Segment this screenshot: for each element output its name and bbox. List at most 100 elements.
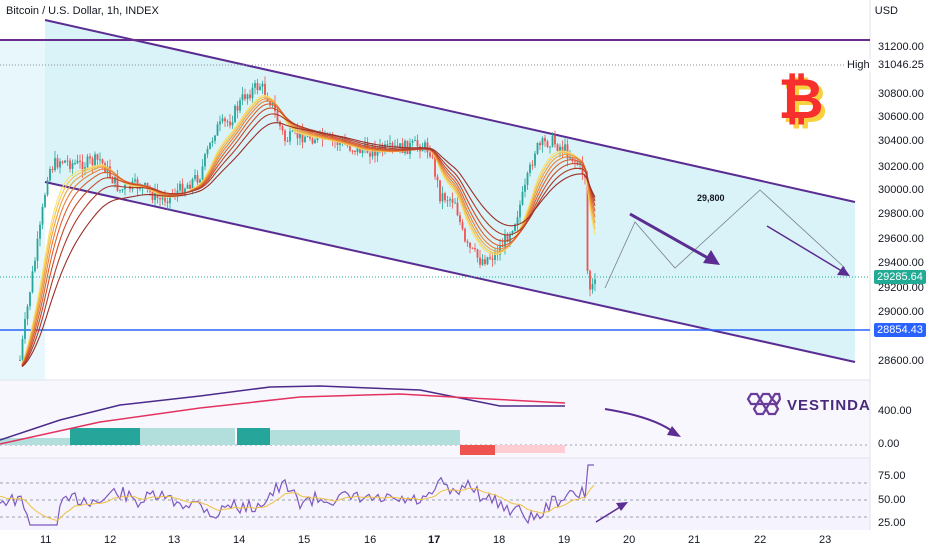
price-tick: 30800.00	[878, 88, 924, 100]
candle-body	[421, 148, 424, 152]
candle-body	[404, 140, 406, 154]
candle-body	[531, 164, 534, 166]
candle-body	[91, 158, 94, 166]
candle-body	[426, 142, 429, 153]
ema-line	[21, 113, 596, 367]
candle-body	[539, 143, 541, 146]
candle-body	[116, 176, 119, 191]
price-tick: 30400.00	[878, 135, 924, 147]
candle-body	[96, 154, 99, 160]
macd-indicator[interactable]	[0, 385, 870, 455]
candle-body	[89, 156, 91, 159]
support-price-tag: 28854.43	[874, 323, 926, 337]
channel-lower-line[interactable]	[44, 181, 856, 363]
candle-body	[454, 202, 456, 204]
candle-body	[541, 138, 544, 146]
time-tick: 19	[558, 534, 571, 546]
candle-body	[529, 164, 531, 174]
candle-body	[314, 140, 316, 144]
candle-body	[284, 130, 286, 141]
macd-pane[interactable]	[0, 380, 870, 458]
brand-name: VESTINDA	[787, 396, 871, 414]
candle-body	[494, 252, 496, 260]
time-tick: 15	[298, 534, 311, 546]
ema-line	[21, 100, 596, 366]
candle-body	[534, 153, 536, 166]
candle-body	[386, 144, 389, 146]
candle-body	[274, 103, 276, 112]
channel-upper-line[interactable]	[44, 19, 856, 203]
symbol-title[interactable]: Bitcoin / U.S. Dollar, 1h, INDEX	[6, 5, 159, 17]
candle-body	[219, 121, 221, 125]
candle-body	[216, 124, 219, 136]
rsi-pane[interactable]	[0, 458, 870, 530]
candle-body	[291, 130, 294, 132]
price-tick: 30600.00	[878, 111, 924, 123]
candle-body	[179, 183, 181, 191]
candle-body	[359, 146, 361, 154]
candle-body	[489, 257, 491, 259]
candle-body	[524, 184, 526, 192]
candle-body	[86, 156, 89, 168]
candle-body	[241, 94, 244, 101]
candle-body	[401, 143, 404, 154]
candle-body	[546, 141, 549, 147]
target-label: 29,800	[697, 193, 725, 203]
candle-body	[544, 138, 546, 142]
candle-body	[206, 149, 209, 155]
candle-body	[471, 247, 474, 249]
candle-body	[449, 199, 451, 201]
candle-body	[431, 156, 434, 158]
candle-body	[119, 189, 121, 191]
candle-body	[251, 87, 254, 99]
candle-body	[444, 193, 446, 201]
time-tick: 23	[819, 534, 832, 546]
candle-body	[34, 260, 36, 272]
candle-body	[249, 94, 251, 99]
rsi-tick: 75.00	[878, 470, 906, 482]
candle-body	[511, 230, 514, 235]
candle-body	[429, 152, 431, 157]
macd-tick: 400.00	[878, 405, 912, 417]
candle-body	[269, 101, 271, 106]
candle-body	[561, 146, 564, 153]
candle-body	[64, 160, 66, 163]
candle-body	[559, 146, 561, 151]
candle-body	[196, 175, 199, 183]
candle-body	[69, 160, 71, 169]
ema-line	[21, 103, 596, 366]
candle-body	[579, 162, 581, 165]
currency-label: USD	[874, 5, 898, 17]
candle-body	[391, 143, 394, 147]
candle-body	[279, 121, 281, 127]
candle-body	[221, 118, 224, 122]
rsi-indicator[interactable]	[0, 464, 870, 526]
candle-body	[151, 191, 154, 201]
candle-body	[591, 283, 594, 290]
high-label: High	[845, 59, 872, 71]
brand-watermark: VESTINDA	[745, 391, 871, 419]
candle-body	[371, 146, 374, 157]
candle-body	[99, 159, 101, 161]
candle-body	[569, 157, 571, 159]
time-tick: 11	[40, 534, 52, 546]
candle-body	[36, 238, 39, 261]
candle-body	[476, 249, 479, 258]
candle-body	[231, 122, 234, 126]
candle-body	[276, 111, 279, 122]
candle-body	[256, 83, 259, 91]
candle-body	[349, 145, 351, 151]
bearish-arrow-2	[766, 225, 846, 274]
candle-body	[434, 156, 436, 177]
candle-body	[229, 121, 231, 126]
time-tick: 20	[623, 534, 636, 546]
time-tick: 21	[688, 534, 701, 546]
candle-body	[94, 154, 96, 166]
candle-body	[226, 121, 229, 123]
descending-channel[interactable]	[45, 20, 855, 362]
candle-body	[199, 179, 201, 183]
candle-body	[134, 179, 136, 182]
time-tick: 17	[428, 534, 441, 546]
